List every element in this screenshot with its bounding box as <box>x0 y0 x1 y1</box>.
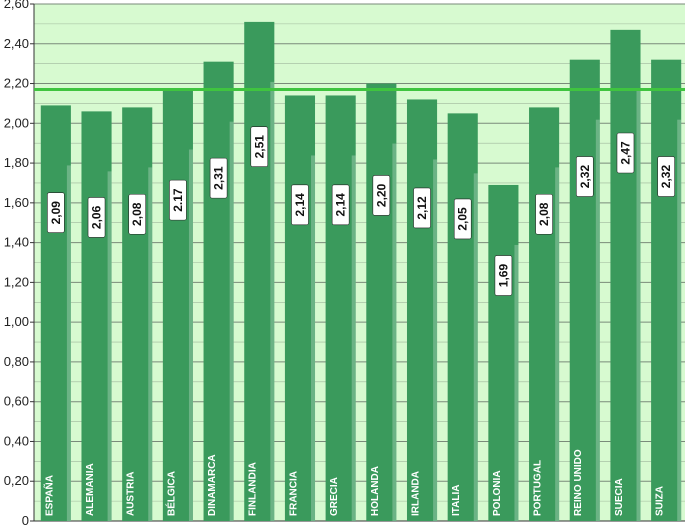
bar-highlight <box>351 155 356 521</box>
bar-highlight <box>473 173 478 521</box>
bar <box>284 95 316 521</box>
bars <box>40 21 682 522</box>
bar-highlight <box>229 121 234 522</box>
bar-highlight <box>148 167 153 521</box>
value-label: 2,05 <box>456 207 470 231</box>
category-label: ITALIA <box>451 485 462 516</box>
bar-highlight <box>433 159 438 521</box>
bar <box>122 107 153 522</box>
y-tick-label: 2,20 <box>4 76 29 91</box>
category-label: AUSTRIA <box>126 472 137 516</box>
category-label: POLONIA <box>492 470 503 516</box>
value-label-box <box>535 193 553 235</box>
value-label: 2.17 <box>171 188 185 212</box>
bar-highlight <box>188 149 193 521</box>
value-label: 2,20 <box>374 183 388 207</box>
value-label: 2,47 <box>618 141 632 165</box>
category-label: IRLANDA <box>410 471 421 516</box>
y-tick-label: 1,80 <box>4 155 29 170</box>
category-label: GRECIA <box>329 477 340 516</box>
category-label: SUIZA <box>655 486 666 516</box>
value-label-box <box>87 197 106 238</box>
bar <box>447 113 478 521</box>
category-label: SUECIA <box>614 478 625 516</box>
value-label: 2,32 <box>659 165 673 189</box>
category-label: ALEMANIA <box>85 463 96 516</box>
category-labels: ESPAÑA ALEMANIA AUSTRIA BÉLGICA DINAMARCA FIN… <box>42 449 665 516</box>
y-tick-label: 0,60 <box>4 394 29 409</box>
y-tick-label: 1,60 <box>4 195 29 210</box>
category-label: ESPAÑA <box>42 475 55 516</box>
y-tick-label: 1,40 <box>4 235 29 250</box>
value-label-box <box>331 184 350 226</box>
category-label: DINAMARCA <box>207 454 218 516</box>
y-tick-label: 0,20 <box>4 473 29 488</box>
bar <box>366 83 397 522</box>
y-tick-label: 2,00 <box>4 115 29 130</box>
value-label: 1,69 <box>496 264 510 288</box>
category-label: PORTUGAL <box>533 460 544 516</box>
y-tick-label: 0 <box>22 513 29 527</box>
bar <box>325 95 356 521</box>
y-tick-label: 1,20 <box>4 274 29 289</box>
bar-highlight <box>392 143 397 522</box>
category-label: HOLANDA <box>370 466 381 516</box>
bar-highlight <box>66 165 71 521</box>
y-tick-label: 2,40 <box>4 36 29 51</box>
bar-highlight <box>514 244 519 521</box>
value-label: 2,12 <box>415 196 429 220</box>
y-tick-label: 2,60 <box>4 0 29 11</box>
value-label-box <box>657 156 675 197</box>
bar <box>203 61 234 522</box>
value-label-box <box>413 187 431 229</box>
value-label-box <box>209 157 228 199</box>
value-label-box <box>47 192 65 233</box>
value-label: 2,14 <box>334 193 348 217</box>
bar <box>529 107 560 522</box>
value-label-box <box>494 255 513 296</box>
y-tick-label: 1,00 <box>4 314 29 329</box>
category-label: FRANCIA <box>288 471 299 516</box>
value-label-box <box>291 184 309 226</box>
bar <box>81 111 112 521</box>
bar <box>406 99 438 521</box>
bar <box>651 59 682 522</box>
bar <box>40 105 71 522</box>
value-label: 2,08 <box>130 202 144 226</box>
category-label: BÉLGICA <box>164 471 177 516</box>
bar-highlight <box>636 89 641 521</box>
value-label: 2,32 <box>578 165 592 189</box>
value-label: 2,31 <box>212 166 226 190</box>
value-label-box <box>128 193 147 235</box>
value-label-box <box>575 156 594 197</box>
bar <box>610 29 641 521</box>
value-label-box <box>372 175 391 216</box>
bar-highlight <box>311 155 316 521</box>
category-label: REINO UNIDO <box>573 449 584 516</box>
bar-highlight <box>270 81 275 522</box>
value-label: 2,14 <box>293 193 307 217</box>
bar <box>569 59 600 522</box>
bar <box>162 89 193 521</box>
value-label-box <box>169 179 187 221</box>
value-label: 2,06 <box>90 205 104 229</box>
bar-highlight <box>595 119 600 521</box>
value-label-box <box>453 198 472 240</box>
bar-highlight <box>677 119 682 521</box>
bar <box>488 184 519 521</box>
bar-highlight <box>555 167 560 521</box>
value-label: 2,09 <box>49 201 63 225</box>
bar-highlight <box>107 171 112 521</box>
value-labels: 2,09 2,06 2,08 2.17 2,31 2,51 2,14 2,14 2,20 2,12… <box>47 126 675 296</box>
value-label: 2,51 <box>252 135 266 159</box>
y-tick-label: 0,40 <box>4 433 29 448</box>
y-tick-label: 0,80 <box>4 354 29 369</box>
value-label-box <box>616 132 635 174</box>
value-label: 2,08 <box>537 202 551 226</box>
category-label: FINLANDIA <box>248 462 259 516</box>
value-label-box <box>250 126 269 168</box>
bar <box>244 21 275 522</box>
